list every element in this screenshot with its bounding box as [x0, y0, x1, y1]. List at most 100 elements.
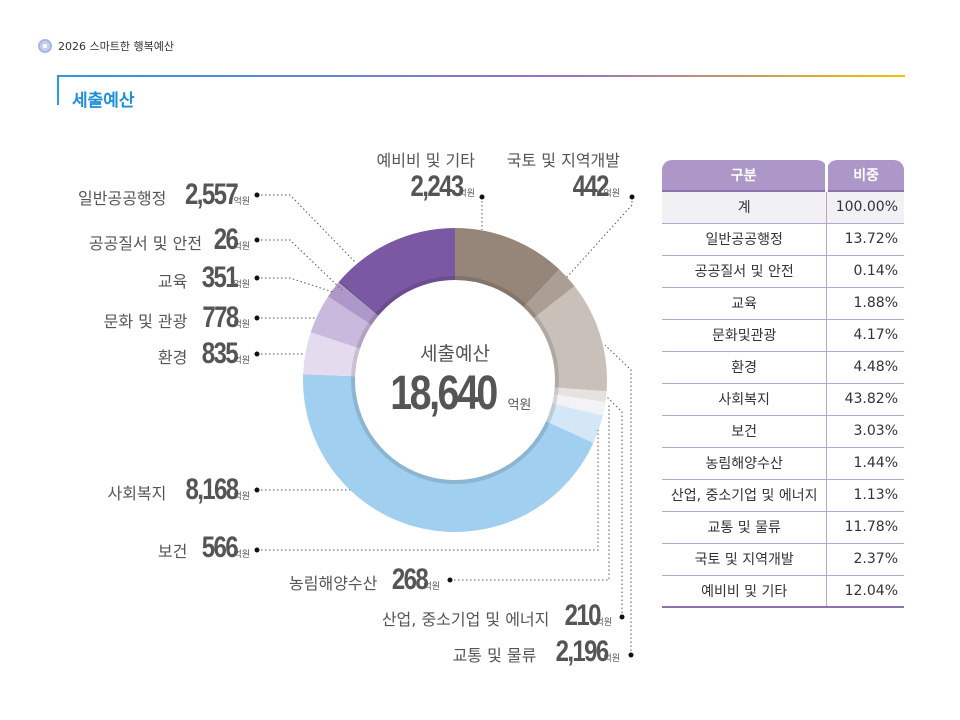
table-row: 사회복지 43.82%: [662, 383, 904, 416]
logo-icon: [38, 39, 52, 53]
slice-7: [303, 332, 361, 377]
table-row: 교통 및 물류 11.78%: [662, 511, 904, 544]
leader-dot: [619, 614, 625, 620]
slice-label: 국토 및 지역개발 442억원: [507, 152, 620, 202]
label-name: 환경: [157, 348, 188, 367]
label-value: 8,168: [185, 473, 239, 506]
slice-4: [552, 394, 606, 416]
slice-label: 환경 835억원: [158, 339, 250, 369]
label-name: 보건: [157, 542, 188, 561]
leader-line: [257, 430, 599, 551]
cell-category: 환경: [662, 351, 827, 384]
label-name: 교통 및 물류: [452, 646, 537, 665]
slice-label: 공공질서 및 안전 26억원: [89, 225, 250, 255]
cell-share: 1.44%: [826, 447, 904, 480]
label-name: 사회복지: [107, 484, 167, 503]
leader-dot: [479, 194, 485, 200]
inner-shadow: [351, 276, 559, 484]
cell-share: 4.48%: [826, 351, 904, 384]
cell-share: 4.17%: [826, 319, 904, 352]
label-unit: 억원: [603, 188, 620, 199]
label-name: 농림해양수산: [289, 574, 378, 593]
slice-label: 교통 및 물류 2,196억원: [453, 637, 620, 667]
label-value: 442: [572, 169, 609, 203]
leader-dot: [254, 315, 260, 321]
label-value: 2,243: [410, 169, 464, 203]
leader-dot: [629, 194, 635, 200]
label-name: 공공질서 및 안전: [88, 234, 203, 253]
table-row: 교육 1.88%: [662, 287, 904, 320]
slice-1: [523, 269, 575, 319]
leader-dot: [628, 652, 634, 658]
cell-share: 100.00%: [826, 191, 904, 224]
label-name: 국토 및 지역개발: [506, 151, 620, 170]
label-unit: 억원: [603, 654, 620, 664]
label-unit: 억원: [423, 582, 440, 592]
title-frame: [57, 75, 905, 105]
label-unit: 억원: [233, 280, 250, 290]
label-name: 예비비 및 기타: [376, 151, 476, 170]
doc-header: 2026 스마트한 행복예산: [38, 38, 174, 54]
label-name: 일반공공행정: [78, 189, 167, 208]
table-row: 계 100.00%: [662, 191, 904, 224]
table-row: 보건 3.03%: [662, 415, 904, 448]
cell-category: 예비비 및 기타: [662, 575, 827, 608]
slice-2: [533, 286, 607, 392]
col-header-category: 구분: [662, 160, 829, 192]
label-unit: 억원: [233, 356, 250, 366]
leader-line: [606, 396, 623, 617]
cell-category: 교통 및 물류: [662, 511, 827, 544]
col-header-share: 비중: [826, 160, 904, 192]
cell-category: 산업, 중소기업 및 에너지: [662, 479, 827, 512]
label-unit: 억원: [458, 188, 475, 199]
slice-8: [310, 296, 372, 349]
leader-dot: [254, 192, 260, 198]
slice-5: [546, 403, 603, 443]
cell-share: 1.88%: [826, 287, 904, 320]
slice-9: [328, 282, 379, 326]
share-table: 구분 비중 계 100.00% 일반공공행정 13.72% 공공질서 및 안전 0.14% 교…: [662, 160, 904, 608]
center-total: 18,640: [390, 367, 498, 420]
leader-lines: [257, 194, 633, 655]
label-name: 문화 및 관광: [103, 312, 188, 331]
leader-dot: [254, 351, 260, 357]
cell-share: 11.78%: [826, 511, 904, 544]
slice-label: 일반공공행정 2,557억원: [78, 180, 250, 210]
label-unit: 억원: [595, 618, 612, 628]
label-value: 2,557: [185, 178, 239, 211]
label-unit: 억원: [233, 242, 250, 252]
label-value: 351: [202, 261, 239, 294]
donut-center: 세출예산 18,640 억원: [379, 339, 532, 421]
label-value: 26: [213, 223, 239, 256]
label-name: 산업, 중소기업 및 에너지: [381, 610, 550, 629]
cell-category: 사회복지: [662, 383, 827, 416]
doc-title: 2026 스마트한 행복예산: [58, 40, 174, 53]
leader-line: [257, 277, 334, 293]
label-value: 835: [202, 337, 239, 370]
leader-dot: [254, 275, 260, 281]
leader-line: [566, 197, 633, 278]
label-value: 210: [564, 599, 601, 632]
label-unit: 억원: [233, 197, 250, 207]
cell-category: 일반공공행정: [662, 223, 827, 256]
slice-0: [455, 228, 560, 308]
cell-share: 13.72%: [826, 223, 904, 256]
section-title: 세출예산: [72, 91, 135, 111]
cell-category: 국토 및 지역개발: [662, 543, 827, 576]
label-name: 교육: [157, 272, 188, 291]
leader-dot: [254, 547, 260, 553]
label-value: 2,196: [555, 635, 609, 668]
leader-dot: [254, 237, 260, 243]
table-row: 국토 및 지역개발 2.37%: [662, 543, 904, 576]
cell-category: 보건: [662, 415, 827, 448]
slice-3: [553, 387, 607, 403]
cell-share: 2.37%: [826, 543, 904, 576]
table-row: 산업, 중소기업 및 에너지 1.13%: [662, 479, 904, 512]
leader-dot: [254, 487, 260, 493]
cell-share: 3.03%: [826, 415, 904, 448]
label-value: 268: [392, 563, 429, 596]
center-unit: 억원: [507, 398, 532, 413]
table-row: 환경 4.48%: [662, 351, 904, 384]
slice-label: 문화 및 관광 778억원: [104, 303, 250, 333]
cell-category: 공공질서 및 안전: [662, 255, 827, 288]
